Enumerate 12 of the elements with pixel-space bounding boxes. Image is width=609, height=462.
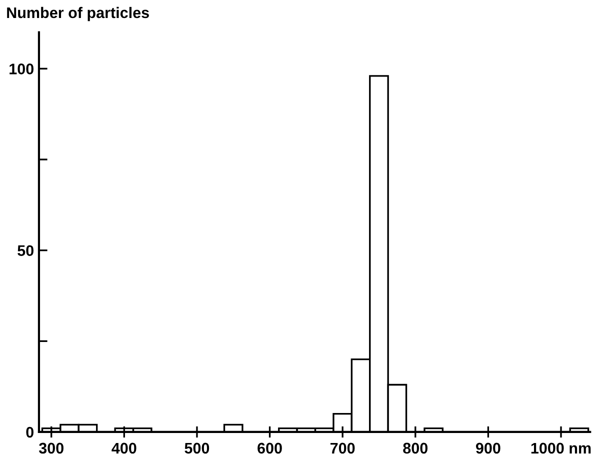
x-tick-label: 900 bbox=[476, 442, 500, 454]
x-tick-label: 500 bbox=[184, 442, 210, 454]
x-tick-label: 400 bbox=[112, 442, 136, 454]
x-tick-label: 300 bbox=[38, 442, 64, 454]
y-tick-label: 50 bbox=[18, 245, 34, 256]
y-tick-label: 100 bbox=[10, 64, 34, 74]
y-axis-title: Number of particles bbox=[7, 6, 149, 22]
x-tick-label: 700 bbox=[330, 442, 355, 454]
x-tick-label: 600 bbox=[258, 442, 282, 454]
y-tick-label: 0 bbox=[26, 426, 34, 438]
x-tick-label: 800 bbox=[403, 442, 428, 454]
x-tick-label: 1000 nm bbox=[531, 442, 591, 454]
